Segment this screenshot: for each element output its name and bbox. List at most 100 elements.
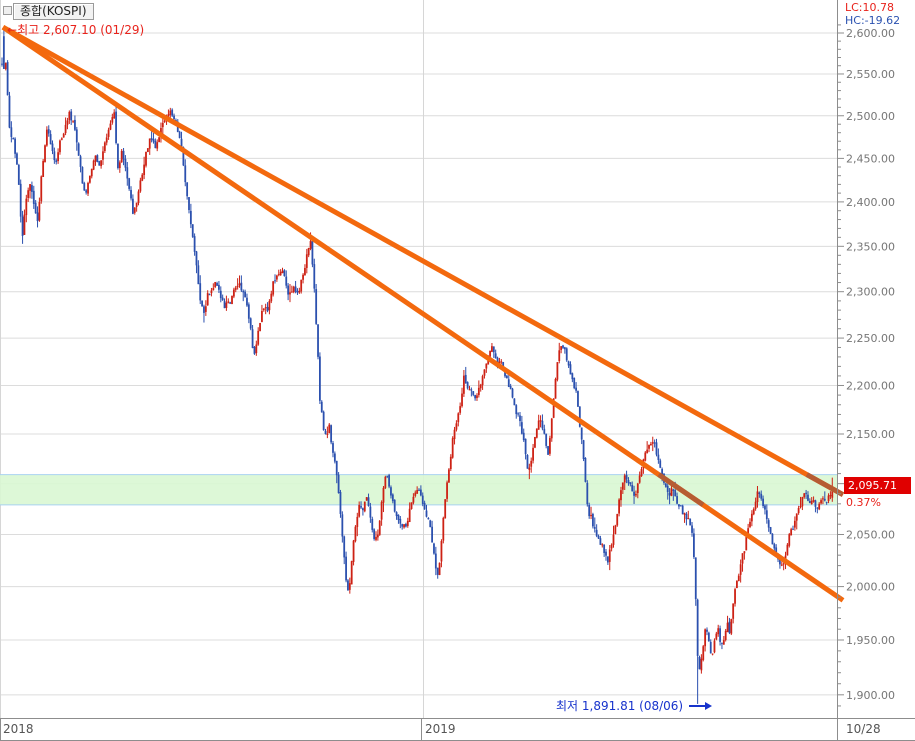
candle-body [158, 137, 160, 143]
candle-body [481, 376, 484, 386]
candle-body [530, 460, 533, 467]
candle-body [614, 525, 617, 535]
candle-body [118, 162, 121, 169]
candle-body [66, 120, 69, 125]
candle-body [128, 178, 131, 189]
candle-body [674, 490, 677, 497]
candle-body [277, 274, 280, 276]
candle-body [760, 493, 763, 499]
candle-body [711, 653, 714, 655]
candle-body [315, 289, 318, 324]
candle-body [434, 553, 437, 569]
candle-body [384, 476, 387, 489]
candle-body [812, 500, 815, 502]
candle-body [261, 310, 263, 322]
candle-body [498, 361, 501, 364]
candle-body [341, 514, 344, 537]
candle-body [782, 563, 785, 565]
candle-body [354, 526, 357, 542]
symbol-chip[interactable]: 종합(KOSPI) [13, 3, 94, 20]
candle-body [801, 497, 804, 507]
candle-body [305, 254, 308, 268]
candle-body [393, 499, 396, 512]
candle-body [808, 500, 811, 503]
candle-body [449, 456, 452, 470]
candle-body [395, 512, 398, 517]
candle-body [726, 622, 729, 633]
candle-body [661, 468, 664, 475]
candle-body [19, 183, 22, 217]
candle-body [453, 429, 456, 440]
candle-body [360, 506, 362, 508]
candle-body [2, 36, 5, 70]
candle-body [283, 270, 286, 277]
candle-body [476, 395, 478, 399]
candle-body [362, 508, 364, 511]
candle-body [348, 583, 351, 590]
candle-body [567, 361, 570, 366]
candle-body [552, 398, 555, 418]
candle-body [457, 413, 460, 423]
candle-body [343, 536, 346, 558]
candle-body [610, 544, 613, 549]
candle-body [186, 182, 189, 197]
candle-body [655, 442, 658, 455]
candle-body [750, 513, 753, 522]
candle-body [358, 504, 361, 517]
candle-body [442, 517, 445, 541]
candle-body [214, 282, 217, 288]
trendline-upper-resistance[interactable] [1, 25, 845, 497]
candle-body [593, 527, 596, 529]
y-axis-label: 2,550.00 [846, 68, 895, 81]
candle-body [199, 283, 202, 301]
candle-body [629, 482, 632, 485]
candle-body [188, 197, 190, 211]
candle-body [588, 504, 591, 517]
candle-body [462, 375, 465, 394]
candle-body [427, 517, 430, 520]
candle-body [365, 497, 368, 501]
candle-body [227, 301, 230, 303]
candle-body [739, 564, 742, 575]
candle-body [289, 292, 291, 295]
candle-body [513, 398, 516, 406]
candle-body [247, 304, 250, 319]
candle-body [526, 455, 529, 469]
candle-body [668, 492, 671, 496]
candle-body [814, 500, 817, 507]
candle-body [470, 389, 473, 391]
candle-body [257, 330, 260, 345]
candle-body [676, 496, 678, 504]
candle-body [75, 129, 78, 143]
candle-body [234, 287, 237, 290]
candle-body [403, 524, 405, 528]
candle-body [363, 501, 366, 512]
candle-body [592, 514, 594, 527]
candle-body [681, 505, 684, 515]
candle-body [547, 446, 549, 455]
trendline-band-overlap [805, 472, 845, 497]
candle-body [532, 447, 534, 461]
y-axis-label: 2,600.00 [846, 27, 895, 40]
candle-body [737, 575, 740, 581]
candle-body [625, 474, 628, 480]
candle-body [605, 551, 607, 556]
current-price-value: 2,095.71 [848, 479, 897, 492]
y-axis-label: 2,500.00 [846, 110, 895, 123]
candle-body [139, 180, 142, 192]
candle-body [79, 156, 82, 167]
candle-body [764, 505, 766, 510]
candle-body [240, 282, 243, 291]
candle-body [474, 395, 477, 399]
candle-body [23, 214, 26, 235]
candle-body [752, 509, 755, 515]
candle-body [49, 134, 52, 145]
candle-body [376, 534, 379, 538]
x-axis-label: 2018 [3, 722, 34, 736]
y-axis-label: 2,350.00 [846, 240, 895, 253]
candle-body [59, 140, 61, 153]
candle-body [380, 502, 383, 520]
candle-body [326, 433, 329, 435]
